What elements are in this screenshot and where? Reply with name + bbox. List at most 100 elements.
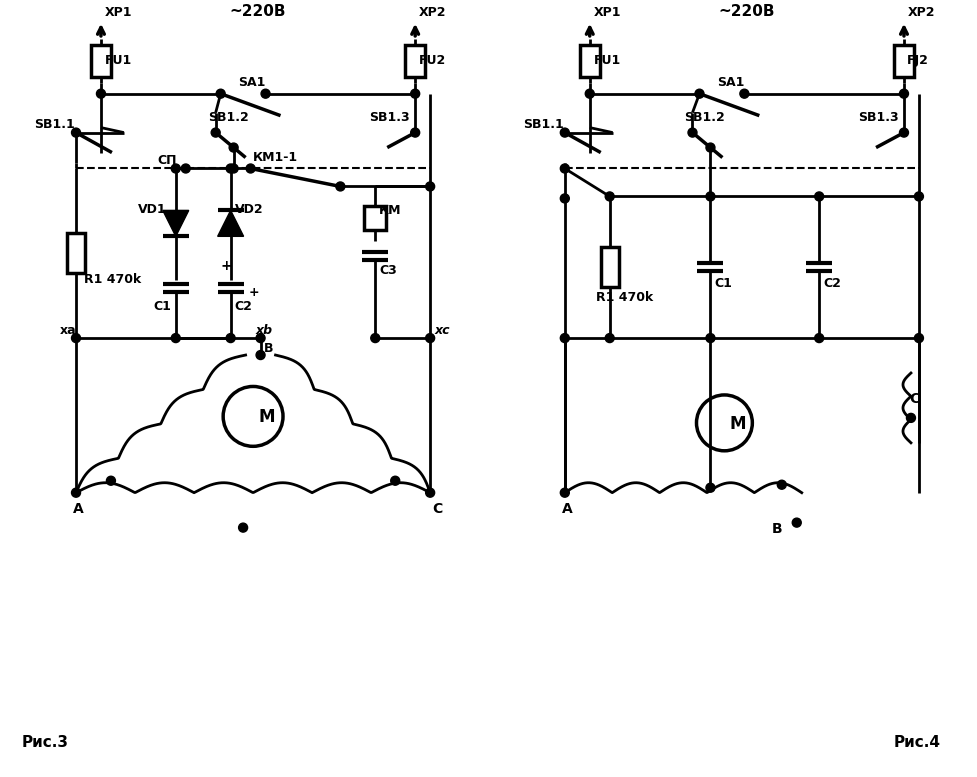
Circle shape [425,182,434,191]
Bar [600,247,618,287]
Circle shape [256,350,265,360]
Circle shape [705,483,714,492]
Circle shape [899,128,908,137]
Circle shape [906,413,914,423]
Text: C1: C1 [153,300,172,313]
Circle shape [335,182,345,191]
Circle shape [425,333,434,343]
Circle shape [705,192,714,201]
Bar [67,233,85,274]
Circle shape [777,480,786,490]
Bar [91,45,110,77]
Text: ~220В: ~220В [230,4,286,19]
Circle shape [229,164,237,173]
Text: M: M [729,415,745,433]
Circle shape [171,164,180,173]
Text: VD1: VD1 [138,204,166,216]
Circle shape [256,333,265,343]
Text: КМ: КМ [379,204,402,218]
Circle shape [705,143,714,152]
Text: XP1: XP1 [105,6,132,19]
Text: VD2: VD2 [234,204,263,216]
Text: КМ1-1: КМ1-1 [252,151,297,163]
Circle shape [211,128,220,137]
Text: SB1.2: SB1.2 [207,110,248,124]
Circle shape [226,164,234,173]
Polygon shape [218,211,243,236]
Bar [893,45,913,77]
Circle shape [391,476,400,485]
Text: C: C [908,392,918,406]
Text: xa: xa [60,324,76,337]
Text: XP2: XP2 [419,6,446,19]
Circle shape [605,333,614,343]
Text: FU2: FU2 [419,54,446,68]
Text: C2: C2 [823,277,840,290]
Text: SB1.3: SB1.3 [857,110,898,124]
Circle shape [913,192,922,201]
Text: xb: xb [255,324,273,337]
Circle shape [899,89,908,98]
Circle shape [246,164,255,173]
Text: SA1: SA1 [237,75,265,89]
Circle shape [410,128,419,137]
Circle shape [740,89,748,98]
Text: C1: C1 [714,277,732,290]
Circle shape [97,89,106,98]
Circle shape [106,476,115,485]
Text: R1 470k: R1 470k [595,291,653,304]
Text: SB1.1: SB1.1 [523,117,563,131]
Circle shape [560,488,569,497]
Bar [579,45,599,77]
Text: XP2: XP2 [907,6,935,19]
Text: FU1: FU1 [105,54,132,68]
Text: SB1.1: SB1.1 [34,117,75,131]
Circle shape [238,523,247,532]
Text: SA1: SA1 [716,75,743,89]
Text: SB1.3: SB1.3 [369,110,409,124]
Circle shape [226,333,234,343]
Text: ~220В: ~220В [718,4,775,19]
Circle shape [791,518,800,527]
Text: FJ2: FJ2 [906,54,928,68]
Text: XP1: XP1 [593,6,620,19]
Circle shape [229,143,237,152]
Text: C3: C3 [379,264,397,277]
Circle shape [560,128,569,137]
Circle shape [605,192,614,201]
Circle shape [410,89,419,98]
Circle shape [560,333,569,343]
Circle shape [181,164,191,173]
Circle shape [560,164,569,173]
Text: SB1.2: SB1.2 [684,110,725,124]
Circle shape [71,333,80,343]
Text: C: C [432,502,442,516]
Polygon shape [162,211,189,236]
Circle shape [261,89,270,98]
Text: +: + [221,260,233,274]
Circle shape [687,128,697,137]
Circle shape [913,333,922,343]
Text: B: B [263,342,273,355]
Circle shape [223,386,282,446]
Text: Рис.3: Рис.3 [21,735,68,750]
Text: M: M [258,409,275,427]
Text: xc: xc [434,324,449,337]
Circle shape [814,333,823,343]
Text: A: A [73,502,84,516]
Bar [364,207,386,230]
Circle shape [695,89,703,98]
Text: A: A [561,502,572,516]
Circle shape [584,89,594,98]
Text: +: + [248,286,259,299]
Circle shape [560,194,569,203]
Text: R1 470k: R1 470k [84,274,141,286]
Circle shape [705,333,714,343]
Circle shape [71,128,80,137]
Text: Рис.4: Рис.4 [893,735,940,750]
Circle shape [814,192,823,201]
Text: B: B [771,521,782,535]
Circle shape [696,395,751,451]
Text: FU1: FU1 [593,54,620,68]
Circle shape [216,89,225,98]
